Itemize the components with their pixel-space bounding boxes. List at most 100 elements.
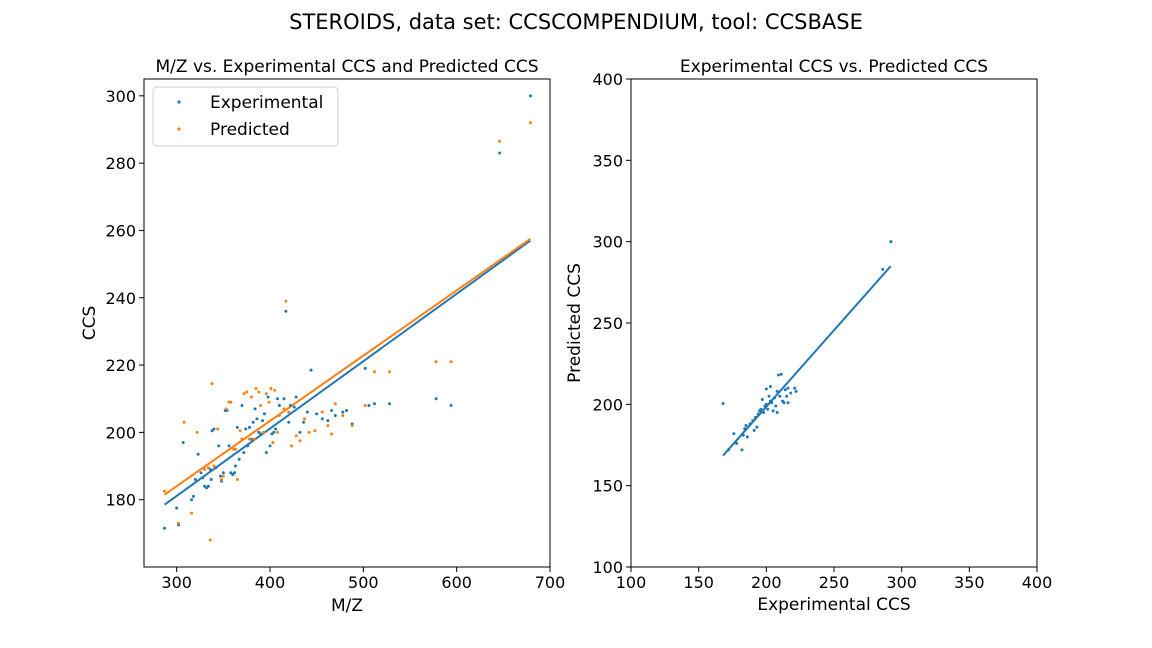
mz-plot-experimental-point: [277, 403, 281, 407]
mz-plot-experimental-point: [363, 366, 367, 370]
exp-plot-series-point: [751, 419, 755, 423]
legend: Experimental Predicted: [152, 86, 339, 147]
exp-plot-x-tick-label: 250: [819, 573, 850, 592]
mz-plot-experimental-point: [240, 403, 244, 407]
mz-plot-predicted-point: [195, 430, 199, 434]
mz-plot-experimental-point: [309, 368, 313, 372]
mz-plot-predicted-point: [298, 439, 302, 443]
exp-plot-series-point: [775, 410, 779, 414]
mz-plot-experimental-point: [287, 420, 291, 424]
mz-plot-predicted-point: [282, 407, 286, 411]
exp-plot-x-tick-label: 350: [954, 573, 985, 592]
exp-plot-fit-line: [722, 265, 892, 457]
mz-plot-predicted-point: [267, 400, 271, 404]
mz-plot-experimental-point: [262, 412, 266, 416]
mz-plot-predicted-point: [294, 434, 298, 438]
mz-plot-predicted-point: [254, 387, 258, 391]
mz-plot-x-tick-label: 500: [348, 573, 379, 592]
mz-plot-experimental-point: [449, 403, 453, 407]
mz-plot-experimental-point: [294, 395, 298, 399]
mz-plot-predicted-point: [235, 477, 239, 481]
exp-plot-series-point: [754, 415, 758, 419]
mz-plot-predicted-point: [247, 437, 251, 441]
mz-plot-experimental-point: [284, 309, 288, 313]
mz-plot-experimental-point: [282, 397, 286, 401]
mz-plot-y-tick-label: 200: [105, 423, 136, 442]
mz-plot-experimental-point: [264, 451, 268, 455]
mz-plot-experimental-point: [244, 427, 248, 431]
mz-plot-y-tick-label: 180: [105, 491, 136, 510]
mz-plot-predicted-point: [333, 402, 337, 406]
exp-plot-series-point: [732, 432, 736, 436]
mz-plot-predicted-point: [287, 410, 291, 414]
mz-plot-experimental-point: [247, 425, 251, 429]
mz-plot-experimental-point: [193, 477, 197, 481]
mz-plot-predicted-point: [238, 429, 242, 433]
mz-plot-predicted-point: [303, 417, 307, 421]
mz-plot-experimental-point: [233, 464, 237, 468]
exp-plot-series-point: [748, 422, 752, 426]
mz-plot-experimental-line: [163, 239, 531, 506]
exp-plot-series-point: [770, 401, 774, 405]
mz-plot-predicted-point: [206, 466, 210, 470]
exp-plot-series-point: [755, 425, 759, 429]
mz-plot-predicted-point: [264, 392, 268, 396]
mz-plot-predicted-point: [261, 430, 265, 434]
mz-plot-experimental-point: [201, 476, 205, 480]
mz-plot-y-tick-label: 240: [105, 289, 136, 308]
exp-plot-series-point: [764, 387, 768, 391]
exp-plot-x-label: Experimental CCS: [757, 595, 910, 615]
exp-plot-series-point: [775, 389, 779, 393]
mz-plot-predicted-point: [326, 424, 330, 428]
mz-plot-predicted-point: [289, 444, 293, 448]
exp-plot-series-point: [760, 397, 764, 401]
mz-plot-predicted-point: [203, 467, 207, 471]
mz-plot-experimental-point: [315, 412, 319, 416]
mz-plot-predicted-point: [240, 437, 244, 441]
exp-plot-series-point: [794, 389, 798, 393]
mz-plot-predicted-point: [284, 299, 288, 303]
mz-plot-predicted-point: [190, 511, 194, 515]
exp-plot-series-point: [766, 407, 770, 411]
exp-plot-y-tick-label: 100: [592, 558, 623, 577]
exp-plot-series-point: [778, 394, 782, 398]
exp-plot-y-tick-label: 350: [592, 151, 623, 170]
mz-plot-y-label: CCS: [80, 306, 100, 341]
mz-plot-experimental-point: [199, 471, 203, 475]
mz-plot-experimental-point: [181, 440, 185, 444]
mz-plot-predicted-point: [269, 387, 273, 391]
exp-plot-series-point: [762, 410, 766, 414]
mz-plot-ticks: 300 400 500 600 700 180 200 220 240 260 280 300: [105, 87, 565, 592]
exp-plot-y-tick-label: 200: [592, 395, 623, 414]
exp-plot-marks: [721, 240, 893, 457]
mz-plot-experimental-point: [233, 471, 237, 475]
exp-plot-series-point: [777, 373, 781, 377]
exp-plot-series-point: [756, 412, 760, 416]
mz-plot-experimental-point: [251, 420, 255, 424]
mz-plot-experimental-point: [272, 430, 276, 434]
mz-plot-predicted-point: [163, 489, 167, 493]
mz-plot-experimental-point: [333, 414, 337, 418]
mz-plot-x-tick-label: 400: [255, 573, 286, 592]
exp-plot-x-tick-label: 100: [616, 573, 647, 592]
mz-plot-experimental-point: [235, 425, 239, 429]
exp-plot-series-point: [741, 433, 745, 437]
mz-plot-predicted-line: [163, 238, 531, 496]
mz-plot-predicted-point: [350, 424, 354, 428]
mz-plot-predicted-point: [307, 430, 311, 434]
exp-plot-ticks: 100 150 200 250 300 350 400 100 150 200 250 300 350 4…: [592, 70, 1052, 592]
mz-plot-x-label: M/Z: [331, 596, 363, 616]
mz-plot-predicted-point: [221, 474, 225, 478]
mz-plot-experimental-point: [274, 427, 278, 431]
legend-label-predicted: Predicted: [210, 120, 290, 140]
exp-plot-frame: [630, 78, 1038, 568]
mz-plot-experimental-point: [373, 402, 377, 406]
mz-plot-frame: [143, 78, 551, 568]
mz-plot-experimental-point: [266, 395, 270, 399]
mz-plot-experimental-point: [217, 444, 221, 448]
mz-plot-experimental-point: [387, 402, 391, 406]
exp-plot-x-tick-label: 300: [886, 573, 917, 592]
mz-plot-predicted-point: [233, 447, 237, 451]
mz-plot-experimental-point: [237, 457, 241, 461]
